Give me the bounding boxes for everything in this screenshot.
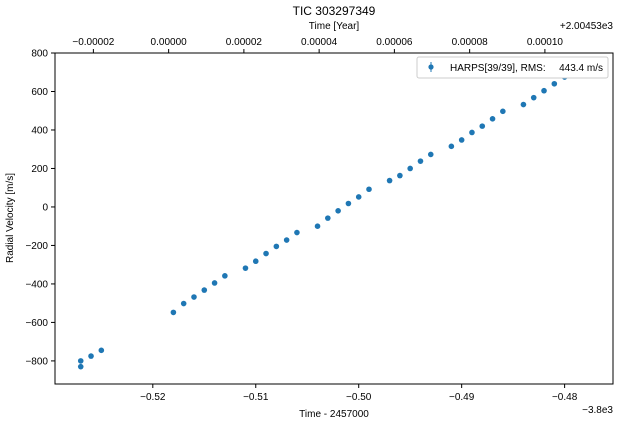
data-point: [427, 151, 434, 158]
legend: HARPS[39/39], RMS: 443.4 m/s: [416, 56, 609, 79]
y-tick-label: 600: [31, 87, 48, 98]
data-point: [88, 353, 94, 359]
top-axis-offset: +2.00453e3: [560, 21, 614, 32]
data-point: [500, 108, 506, 115]
data-points: [77, 74, 568, 370]
data-point: [77, 358, 84, 364]
x-tick-label: −0.51: [243, 392, 269, 403]
data-point: [366, 186, 372, 193]
x-tick-label: −0.52: [140, 392, 166, 403]
data-point: [263, 250, 269, 257]
y-tick-label: 400: [31, 125, 48, 136]
y-tick-label: −800: [25, 356, 48, 367]
y-tick-label: −600: [25, 318, 48, 329]
data-point: [458, 137, 465, 143]
top-tick-label: 0.00008: [452, 37, 489, 48]
data-point: [180, 300, 187, 307]
data-point: [283, 237, 290, 243]
y-tick-label: −400: [25, 279, 48, 290]
legend-label: HARPS[39/39], RMS:: [450, 63, 546, 74]
y-axis-ticks: −800 −600 −400 −200 0 200 400 600 800: [25, 49, 55, 367]
x-axis-offset: −3.8e3: [582, 405, 613, 416]
y-tick-label: 0: [42, 202, 48, 213]
data-point: [345, 200, 352, 207]
top-tick-label: 0.00002: [226, 37, 263, 48]
top-tick-label: 0.00004: [301, 37, 338, 48]
x-tick-label: −0.50: [346, 392, 372, 403]
legend-rms-value: 443.4 m/s: [559, 63, 603, 74]
data-point: [222, 273, 228, 279]
data-point: [77, 363, 84, 370]
data-point: [314, 223, 321, 229]
data-point: [191, 294, 197, 300]
data-point: [417, 158, 424, 164]
x-tick-label: −0.48: [552, 392, 578, 403]
top-tick-label: 0.00010: [527, 37, 564, 48]
data-point: [98, 347, 105, 354]
x-axis-ticks: −0.52 −0.51 −0.50 −0.49 −0.48: [140, 384, 578, 403]
legend-marker: [428, 64, 434, 70]
data-point: [242, 265, 249, 271]
legend-box: [416, 56, 609, 79]
x-tick-label: −0.49: [449, 392, 475, 403]
data-point: [252, 258, 259, 265]
data-point: [294, 229, 300, 236]
top-tick-label: 0.00006: [376, 37, 413, 48]
y-axis-label: Radial Velocity [m/s]: [5, 173, 16, 263]
data-point: [335, 208, 341, 214]
data-point: [479, 123, 486, 129]
chart-title: TIC 303297349: [293, 4, 376, 18]
data-point: [273, 243, 280, 250]
y-tick-label: 200: [31, 164, 48, 175]
data-point: [355, 194, 362, 200]
data-point: [170, 309, 177, 316]
data-point: [325, 215, 331, 221]
x-axis-label: Time - 2457000: [299, 409, 369, 420]
top-axis-label: Time [Year]: [309, 21, 360, 32]
top-axis-ticks: −0.00002 0.00000 0.00002 0.00004 0.00006 0.00…: [72, 37, 563, 53]
data-point: [489, 116, 496, 122]
data-point: [541, 87, 547, 94]
data-point: [386, 177, 393, 184]
top-tick-label: 0.00000: [151, 37, 188, 48]
data-point: [469, 129, 475, 136]
data-point: [407, 165, 413, 172]
top-tick-label: −0.00002: [72, 37, 114, 48]
data-point: [530, 94, 537, 101]
plot-frame: [54, 52, 614, 385]
data-point: [201, 287, 208, 293]
data-point: [397, 172, 403, 179]
y-tick-label: 800: [31, 49, 48, 60]
data-point: [520, 101, 527, 108]
data-point: [211, 280, 218, 286]
data-point: [551, 80, 558, 87]
data-point: [448, 143, 455, 150]
y-tick-label: −200: [25, 241, 48, 252]
